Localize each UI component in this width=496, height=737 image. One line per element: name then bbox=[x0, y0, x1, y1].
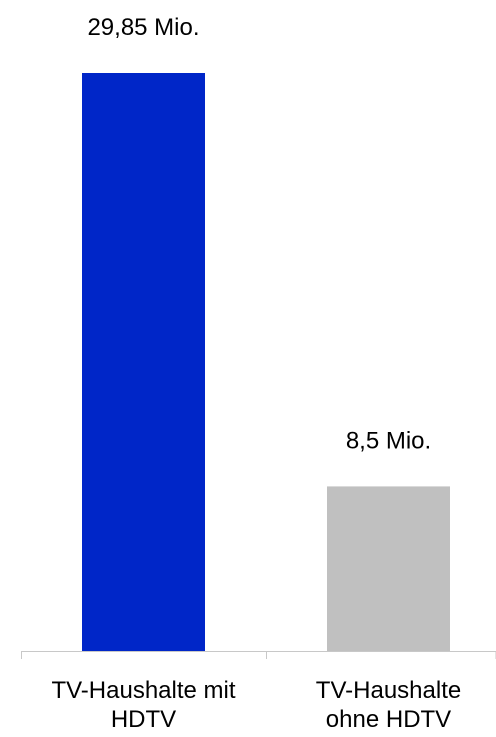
category-label-1-line-0: TV-Haushalte bbox=[316, 677, 461, 704]
bar-1 bbox=[327, 486, 450, 651]
category-label-0-line-1: HDTV bbox=[111, 706, 176, 733]
value-labels-group: 29,85 Mio. 8,5 Mio. bbox=[87, 14, 431, 454]
category-label-1-line-1: ohne HDTV bbox=[326, 706, 451, 733]
bar-0 bbox=[82, 73, 205, 651]
data-label-0: 29,85 Mio. bbox=[87, 14, 199, 41]
data-label-1: 8,5 Mio. bbox=[346, 427, 431, 454]
category-label-0-line-0: TV-Haushalte mit bbox=[51, 677, 235, 704]
bars-group bbox=[82, 73, 450, 651]
x-axis bbox=[21, 651, 496, 659]
